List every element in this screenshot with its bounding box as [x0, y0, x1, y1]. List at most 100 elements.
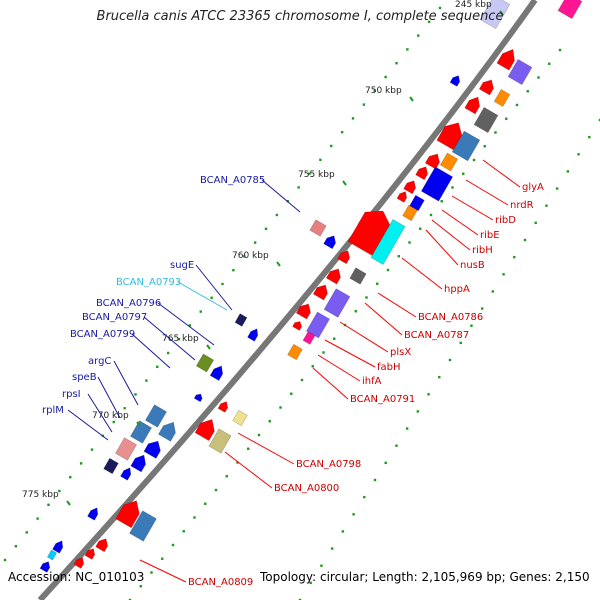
gene-arrow — [415, 166, 428, 181]
leader-line-left — [67, 409, 109, 441]
gene-arrow-shape — [325, 268, 341, 285]
gc-dot-outer — [365, 296, 368, 299]
gene-arrow-shape — [95, 538, 108, 553]
gene-label-left: speB — [72, 372, 97, 383]
gene-box-shape — [232, 409, 248, 427]
gc-dot-inner — [253, 241, 257, 244]
gc-dot-inner — [210, 296, 213, 299]
gene-box-shape — [402, 204, 418, 222]
gene-arrow-shape — [496, 48, 515, 71]
gene-label-right: BCAN_A0798 — [296, 459, 361, 470]
gc-dot-outer — [548, 62, 551, 65]
gene-box-shape — [309, 219, 327, 237]
gene-box-shape — [302, 331, 316, 345]
gene-box — [507, 58, 533, 86]
gene-box-shape — [287, 343, 303, 361]
leader-line-right — [139, 559, 187, 583]
leader-line-right — [431, 219, 471, 251]
leader-line-right — [441, 209, 479, 236]
gc-dot-inner — [90, 448, 94, 451]
gene-arrow — [73, 557, 85, 569]
gene-arrow-shape — [312, 284, 328, 301]
gc-dot-far — [448, 358, 452, 362]
gc-dot-outer — [537, 76, 540, 79]
gc-dot-far — [470, 324, 473, 327]
gene-box-shape — [46, 549, 58, 561]
gc-dot-inner — [417, 34, 420, 37]
leader-line-right — [482, 159, 521, 188]
gc-dot-far — [384, 461, 387, 465]
leader-line-right — [364, 302, 403, 336]
gene-label-left: BCAN_A0793 — [116, 277, 181, 288]
gc-dot-outer — [204, 502, 207, 505]
gene-box — [103, 457, 119, 475]
gc-dot-far — [438, 375, 441, 379]
scale-tick-mark — [276, 261, 281, 267]
gene-label-right: fabH — [377, 362, 401, 373]
gc-dot-inner — [221, 282, 224, 286]
gene-arrow-shape — [415, 166, 428, 181]
leader-line-right — [312, 367, 349, 400]
gene-box-shape — [145, 404, 167, 428]
gene-arrow-shape — [115, 500, 140, 529]
gene-arrow-shape — [449, 75, 461, 87]
gc-dot-outer — [419, 227, 422, 230]
gene-arrow-shape — [194, 418, 215, 442]
gc-dot-inner — [69, 476, 72, 479]
gene-arrow — [478, 79, 494, 96]
gene-label-right: nrdR — [510, 200, 534, 211]
gene-arrow-shape — [193, 393, 203, 403]
gene-features — [39, 0, 583, 573]
gene-box-shape — [115, 437, 137, 461]
gc-dot-far — [545, 204, 548, 207]
gc-dot-outer — [354, 310, 357, 313]
gc-dot-far — [395, 444, 398, 447]
gc-dot-inner — [362, 103, 366, 106]
gc-skew-dots — [3, 6, 600, 600]
gc-dot-outer — [483, 145, 486, 148]
gene-arrow-shape — [130, 454, 146, 473]
gc-dot-inner — [373, 89, 376, 92]
gc-dot-outer — [386, 268, 390, 272]
gc-dot-far — [330, 547, 334, 550]
gene-box-shape — [473, 106, 499, 134]
gene-arrow — [39, 561, 51, 573]
gc-dot-outer — [182, 530, 185, 533]
gene-box-shape — [557, 0, 583, 20]
gene-box — [557, 0, 583, 20]
gc-dot-outer — [247, 447, 250, 450]
gene-arrow-shape — [337, 250, 350, 265]
gene-arrow-shape — [323, 235, 336, 250]
gene-arrow — [449, 75, 461, 87]
gene-arrow — [295, 303, 311, 320]
gene-box-shape — [103, 457, 119, 475]
gc-dot-far — [341, 530, 345, 533]
gc-dot-inner — [36, 517, 39, 520]
gc-dot-outer — [429, 213, 433, 217]
gc-dot-inner — [79, 462, 83, 465]
leader-line-right — [425, 229, 459, 266]
gene-label-left: argC — [88, 356, 111, 367]
gc-dot-inner — [188, 324, 192, 327]
gc-dot-inner — [395, 62, 398, 65]
gene-box-shape — [439, 152, 459, 172]
gc-dot-far — [363, 495, 366, 499]
gene-label-right: ribD — [495, 215, 516, 226]
gene-box — [402, 204, 418, 222]
leader-line-left — [131, 333, 171, 369]
gc-dot-inner — [112, 420, 115, 424]
gene-arrow — [194, 418, 215, 442]
scale-tick-mark — [136, 421, 141, 427]
gene-arrow — [464, 96, 480, 115]
gc-dot-inner — [351, 117, 355, 120]
gene-box-shape — [130, 420, 152, 444]
gc-dot-outer — [161, 557, 164, 560]
gene-box-shape — [208, 428, 232, 454]
gene-label-right: BCAN_A0787 — [404, 330, 469, 341]
gene-labels: BCAN_A0785 sugE BCAN_A0793 BCAN_A0796 BCAN_A… — [42, 175, 544, 588]
gc-dot-inner — [123, 407, 126, 410]
gc-dot-outer — [558, 48, 562, 52]
gene-box-shape — [234, 313, 248, 327]
leader-line-right — [451, 195, 494, 221]
